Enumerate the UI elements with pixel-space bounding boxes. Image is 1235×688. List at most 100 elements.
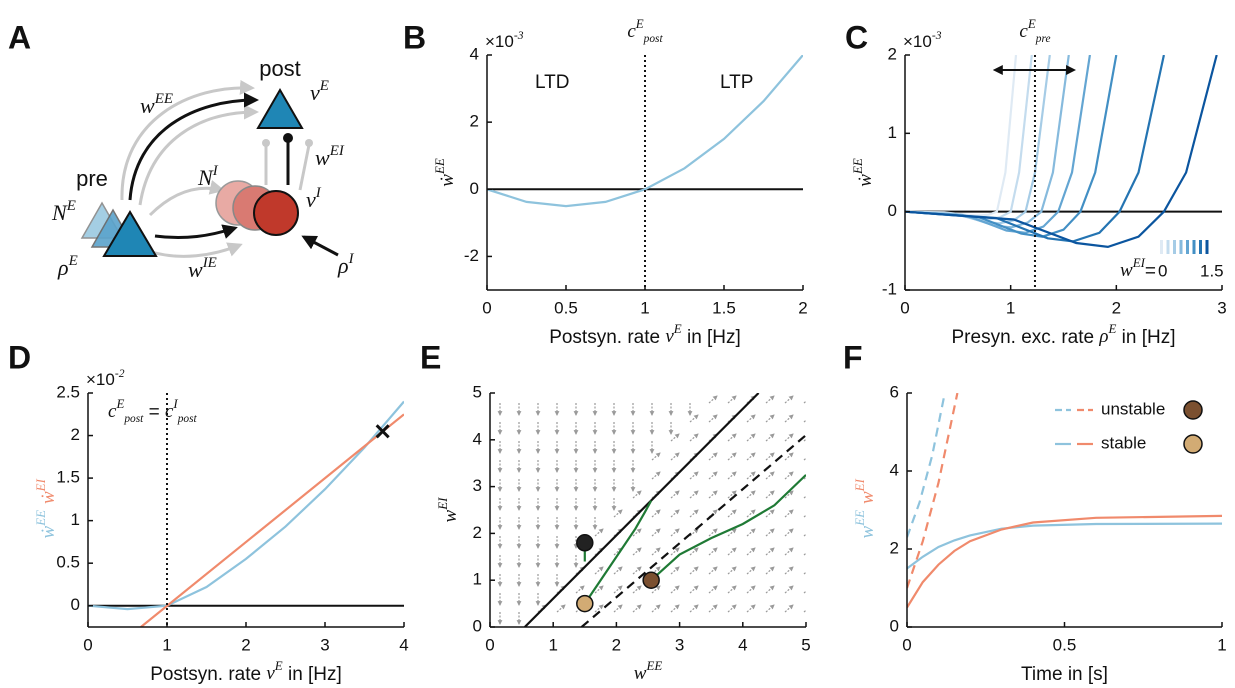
label-part: ẇ bbox=[437, 174, 458, 187]
flow-arrow bbox=[746, 433, 756, 442]
connection bbox=[138, 104, 259, 206]
flow-arrow bbox=[689, 547, 699, 556]
flow-arrow bbox=[803, 571, 806, 575]
flow-arrow bbox=[784, 414, 794, 423]
label-part: c bbox=[627, 21, 636, 42]
colorbar-tick-label: 1.5 bbox=[1200, 261, 1224, 280]
x-axis-label: Time in [s] bbox=[1021, 664, 1108, 685]
flow-arrow bbox=[670, 547, 680, 556]
flow-arrow bbox=[689, 566, 699, 575]
vector-field bbox=[497, 395, 806, 625]
x-tick-label: 0 bbox=[902, 635, 911, 654]
y-axis-label: wEI bbox=[852, 478, 878, 504]
synapse bbox=[262, 139, 270, 147]
label-part: ν bbox=[306, 187, 316, 212]
flow-arrow bbox=[575, 585, 585, 594]
label-part: ×10 bbox=[903, 32, 932, 51]
synapse bbox=[283, 133, 293, 143]
series-line bbox=[905, 55, 1018, 217]
flow-arrow bbox=[556, 604, 566, 613]
x-tick-label: 4 bbox=[738, 635, 747, 654]
label-part: -3 bbox=[514, 29, 524, 42]
flow-arrow bbox=[803, 590, 806, 594]
flow-arrow bbox=[727, 547, 737, 556]
label-part: = bbox=[143, 402, 165, 423]
label: wIE bbox=[188, 255, 217, 282]
label-part: E bbox=[1027, 16, 1036, 31]
flow-arrow bbox=[613, 509, 623, 518]
panel-letter: C bbox=[845, 19, 868, 55]
label-part: = bbox=[1145, 261, 1156, 282]
label-part: ẇ bbox=[38, 525, 59, 538]
label-part: N bbox=[51, 200, 68, 225]
label-part: w bbox=[440, 509, 461, 522]
label-part: ρ bbox=[337, 253, 349, 278]
flow-arrow bbox=[746, 414, 756, 423]
x-tick-label: 4 bbox=[399, 635, 408, 654]
x-tick-label: 1 bbox=[1006, 298, 1015, 317]
legend-marker bbox=[1183, 434, 1203, 454]
flow-arrow bbox=[803, 476, 806, 480]
x-tick-label: 1 bbox=[548, 635, 557, 654]
flow-arrow bbox=[765, 433, 775, 442]
label-part: post bbox=[177, 413, 198, 425]
x-tick-label: 3 bbox=[675, 635, 684, 654]
x-tick-label: 3 bbox=[320, 635, 329, 654]
flow-arrow bbox=[746, 471, 756, 480]
flow-arrow bbox=[651, 509, 661, 518]
flow-arrow bbox=[689, 604, 699, 613]
flow-arrow bbox=[689, 433, 699, 442]
label: νE bbox=[310, 78, 329, 105]
panel-letter: F bbox=[843, 339, 863, 375]
label-part: EE bbox=[850, 158, 865, 175]
flow-arrow bbox=[727, 395, 737, 404]
flow-arrow bbox=[708, 471, 718, 480]
y-tick-label: 3 bbox=[473, 476, 482, 495]
label-part: w bbox=[1120, 260, 1133, 281]
panel-letter: D bbox=[8, 339, 31, 375]
x-tick-label: 0 bbox=[900, 298, 909, 317]
flow-arrow bbox=[651, 604, 661, 613]
colorbar-swatch bbox=[1166, 240, 1170, 254]
fixed-point bbox=[576, 534, 594, 552]
series-line bbox=[88, 400, 404, 611]
x-tick-label: 0 bbox=[83, 635, 92, 654]
y-tick-label: 0 bbox=[888, 201, 897, 220]
flow-arrow bbox=[746, 547, 756, 556]
x-tick-label: 0 bbox=[482, 298, 491, 317]
fixed-point bbox=[642, 571, 660, 589]
flow-arrow bbox=[727, 585, 737, 594]
x-axis-label: Postsyn. rate νE in [Hz] bbox=[549, 321, 741, 348]
y-tick-label: 0 bbox=[71, 595, 80, 614]
colorbar-tick-label: 0 bbox=[1158, 261, 1167, 280]
flow-arrow bbox=[670, 528, 680, 537]
annotation: LTP bbox=[720, 72, 753, 93]
series-line bbox=[905, 55, 1091, 234]
y-tick-label: 2 bbox=[890, 538, 899, 557]
x-axis-label: Presyn. exc. rate ρE in [Hz] bbox=[952, 321, 1176, 348]
flow-arrow bbox=[651, 471, 661, 480]
label-part: -3 bbox=[932, 29, 942, 42]
flow-arrow bbox=[594, 566, 604, 575]
flow-arrow bbox=[803, 533, 806, 537]
label: post bbox=[259, 56, 301, 81]
label-part: EE bbox=[154, 91, 173, 107]
y-tick-label: 4 bbox=[470, 44, 479, 63]
flow-arrow bbox=[803, 419, 806, 423]
flow-arrow bbox=[746, 585, 756, 594]
plot-area bbox=[905, 55, 1222, 249]
label: NI bbox=[197, 163, 219, 190]
y-tick-label: 2 bbox=[473, 523, 482, 542]
threshold-label: cEpost bbox=[627, 16, 663, 44]
y-tick-label: 2.5 bbox=[56, 382, 80, 401]
flow-arrow bbox=[689, 509, 699, 518]
flow-arrow bbox=[765, 414, 775, 423]
label: ρE bbox=[57, 253, 78, 280]
label-part: in [Hz] bbox=[682, 327, 741, 348]
label-part: E bbox=[66, 198, 76, 214]
label: wEE bbox=[140, 91, 173, 118]
y-tick-label: 1 bbox=[71, 510, 80, 529]
flow-arrow bbox=[765, 566, 775, 575]
